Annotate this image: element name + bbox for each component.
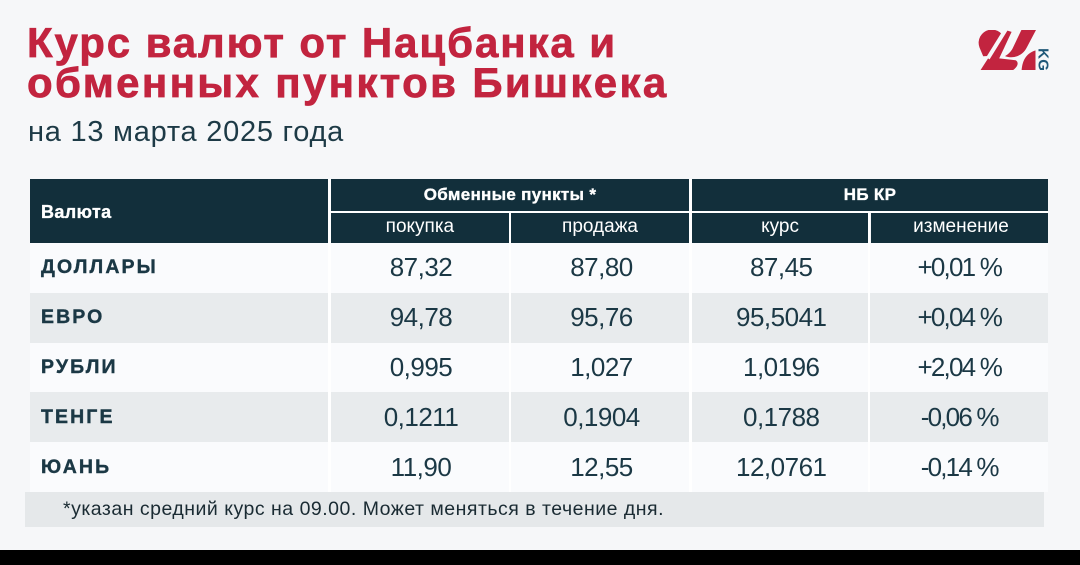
svg-text:KG: KG xyxy=(1035,48,1051,71)
